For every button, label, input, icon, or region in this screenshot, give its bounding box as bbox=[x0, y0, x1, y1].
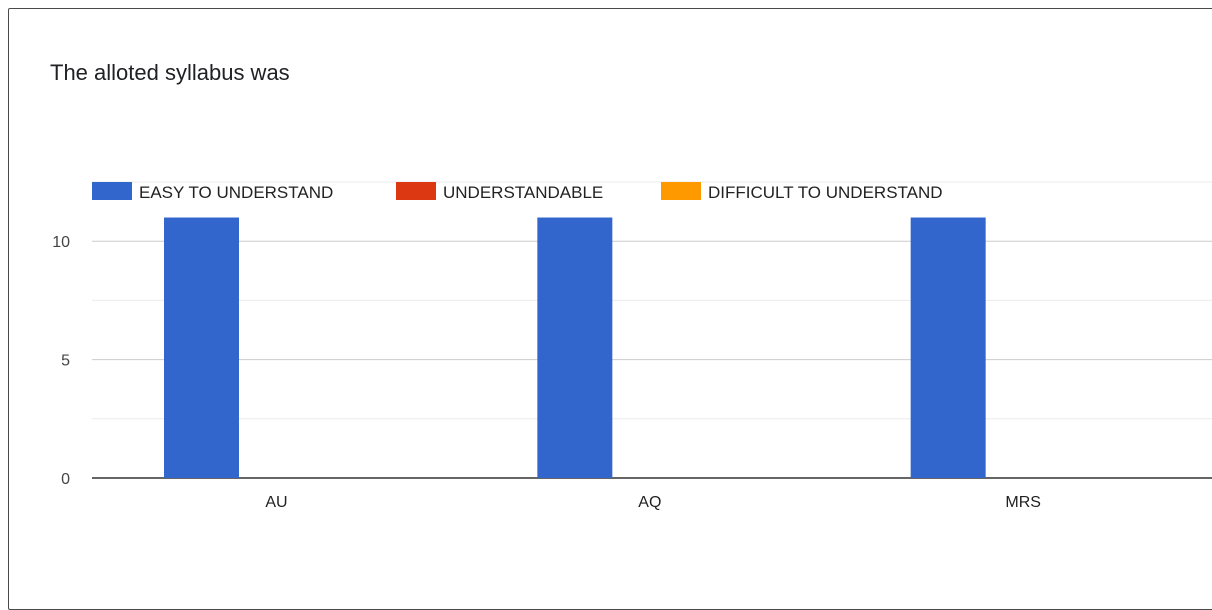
legend-label-1: UNDERSTANDABLE bbox=[443, 183, 603, 202]
legend: EASY TO UNDERSTAND UNDERSTANDABLE DIFFICUL… bbox=[92, 182, 943, 202]
legend-swatch-2 bbox=[661, 182, 701, 200]
gridlines bbox=[92, 181, 1212, 479]
legend-label-0: EASY TO UNDERSTAND bbox=[139, 183, 333, 202]
x-axis-ticks: AU AQ MRS bbox=[265, 494, 1041, 511]
bar-aq-series-0 bbox=[537, 217, 613, 478]
y-tick-label: 5 bbox=[61, 353, 70, 370]
y-tick-label: 0 bbox=[61, 471, 70, 488]
x-tick-label: AU bbox=[265, 494, 287, 511]
chart-title: The alloted syllabus was bbox=[50, 60, 290, 85]
legend-swatch-0 bbox=[92, 182, 132, 200]
legend-label-2: DIFFICULT TO UNDERSTAND bbox=[708, 183, 943, 202]
bars bbox=[164, 217, 986, 478]
x-tick-label: AQ bbox=[638, 494, 661, 511]
y-axis-ticks: 0 5 10 bbox=[52, 234, 70, 488]
bar-au-series-0 bbox=[164, 217, 239, 478]
legend-swatch-1 bbox=[396, 182, 436, 200]
bar-mrs-series-0 bbox=[910, 217, 986, 478]
bar-chart: 0 5 10 AU AQ MRS EASY TO UNDERSTAND UNDERSTAN… bbox=[52, 181, 1212, 511]
y-tick-label: 10 bbox=[52, 234, 70, 251]
x-tick-label: MRS bbox=[1005, 494, 1041, 511]
